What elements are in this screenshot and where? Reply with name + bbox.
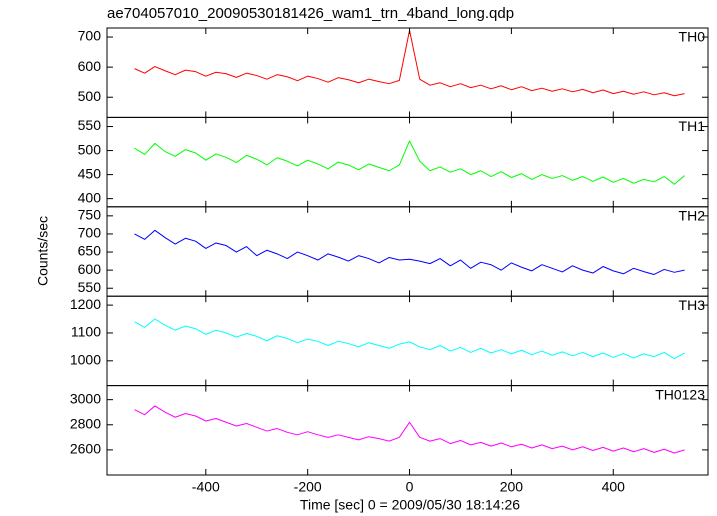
y-tick-label: 750 bbox=[78, 207, 102, 223]
y-tick-label: 600 bbox=[78, 261, 102, 277]
legend-label: TH0123 bbox=[655, 386, 705, 402]
y-tick-label: 1100 bbox=[71, 324, 101, 340]
light-curve bbox=[134, 318, 685, 360]
y-tick-label: 700 bbox=[78, 28, 102, 44]
y-tick-label: 1200 bbox=[70, 296, 101, 312]
legend-label: TH0 bbox=[679, 29, 706, 45]
y-tick-label: 700 bbox=[78, 225, 102, 241]
legend-label: TH3 bbox=[679, 297, 706, 313]
y-tick-label: 2800 bbox=[70, 415, 101, 431]
y-tick-label: 500 bbox=[78, 141, 102, 157]
y-tick-label: 550 bbox=[78, 117, 102, 133]
panel-frame bbox=[106, 206, 709, 297]
y-tick-label: 550 bbox=[78, 279, 102, 295]
y-tick-label: 450 bbox=[78, 165, 102, 181]
y-tick-label: 400 bbox=[78, 189, 102, 205]
light-curve bbox=[134, 140, 685, 185]
light-curve bbox=[134, 405, 685, 454]
light-curve bbox=[134, 229, 685, 275]
y-axis-label: Counts/sec bbox=[35, 216, 51, 286]
x-tick-label: 0 bbox=[406, 479, 414, 495]
x-tick-label: 400 bbox=[602, 479, 626, 495]
panel-frame bbox=[106, 385, 709, 476]
x-axis-label: Time [sec] 0 = 2009/05/30 18:14:26 bbox=[300, 497, 520, 513]
x-tick-label: 200 bbox=[500, 479, 524, 495]
x-tick-label: -200 bbox=[294, 479, 322, 495]
legend-label: TH2 bbox=[679, 208, 706, 224]
y-tick-label: 3000 bbox=[70, 390, 101, 406]
y-tick-label: 500 bbox=[78, 88, 102, 104]
panel-frame bbox=[106, 116, 709, 208]
legend-label: TH1 bbox=[679, 118, 706, 134]
y-tick-label: 650 bbox=[78, 243, 102, 259]
y-tick-label: 1000 bbox=[70, 352, 101, 368]
chart-title: ae704057010_20090530181426_wam1_trn_4ban… bbox=[107, 5, 514, 22]
x-tick-label: -400 bbox=[192, 479, 220, 495]
y-tick-label: 600 bbox=[78, 58, 102, 74]
light-curve bbox=[134, 29, 685, 97]
y-tick-label: 2600 bbox=[70, 441, 101, 457]
panel-frame bbox=[106, 295, 709, 387]
